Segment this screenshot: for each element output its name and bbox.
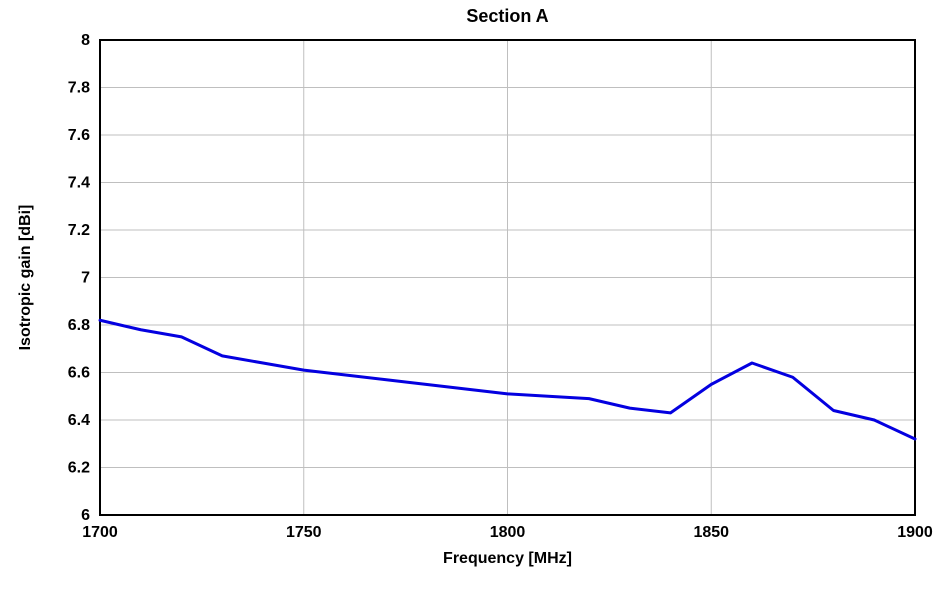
y-axis-label: Isotropic gain [dBi] bbox=[17, 205, 34, 351]
y-tick-label: 7 bbox=[81, 270, 90, 287]
x-tick-label: 1900 bbox=[897, 524, 933, 541]
y-tick-label: 6.2 bbox=[68, 460, 90, 477]
y-tick-label: 7.4 bbox=[68, 175, 90, 192]
y-tick-label: 8 bbox=[81, 32, 90, 49]
chart-container: 1700 1750 1800 1850 1900 6 6.2 6.4 6.6 6.8 7 7.2 7.4… bbox=[0, 0, 949, 598]
y-tick-label: 7.8 bbox=[68, 80, 90, 97]
x-tick-label: 1750 bbox=[286, 524, 322, 541]
y-tick-label: 6.4 bbox=[68, 412, 90, 429]
chart-svg: 1700 1750 1800 1850 1900 6 6.2 6.4 6.6 6.8 7 7.2 7.4… bbox=[0, 0, 949, 598]
x-tick-label: 1800 bbox=[490, 524, 526, 541]
y-tick-label: 7.2 bbox=[68, 222, 90, 239]
x-tick-label: 1850 bbox=[693, 524, 729, 541]
chart-title: Section A bbox=[466, 6, 548, 26]
y-tick-label: 7.6 bbox=[68, 127, 90, 144]
x-tick-label: 1700 bbox=[82, 524, 118, 541]
x-axis-label: Frequency [MHz] bbox=[443, 550, 572, 567]
y-tick-label: 6 bbox=[81, 507, 90, 524]
y-tick-label: 6.8 bbox=[68, 317, 90, 334]
y-tick-label: 6.6 bbox=[68, 365, 90, 382]
